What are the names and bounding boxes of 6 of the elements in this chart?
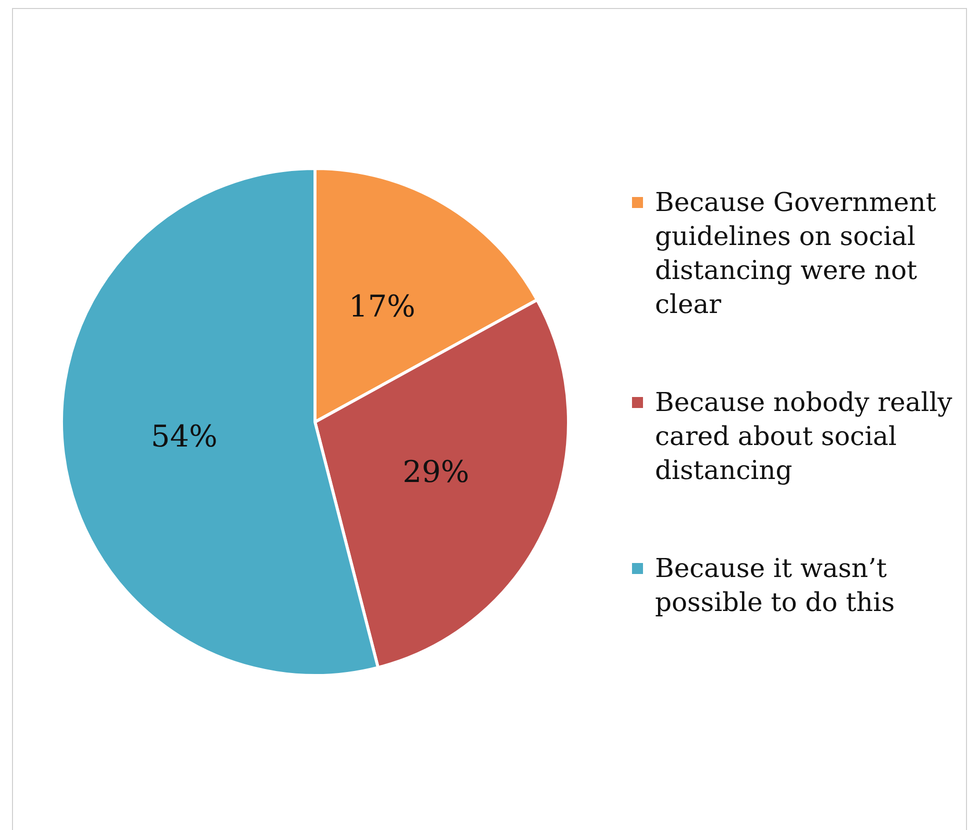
legend-label: Because Government guidelines on social distancing were not clear: [655, 187, 938, 322]
data-label: 54%: [150, 419, 218, 454]
legend-label: Because nobody really cared about social distancing: [655, 387, 954, 488]
data-label: 17%: [348, 289, 416, 324]
data-label: 29%: [402, 455, 470, 490]
legend-label: Because it wasn’t possible to do this: [655, 553, 896, 620]
